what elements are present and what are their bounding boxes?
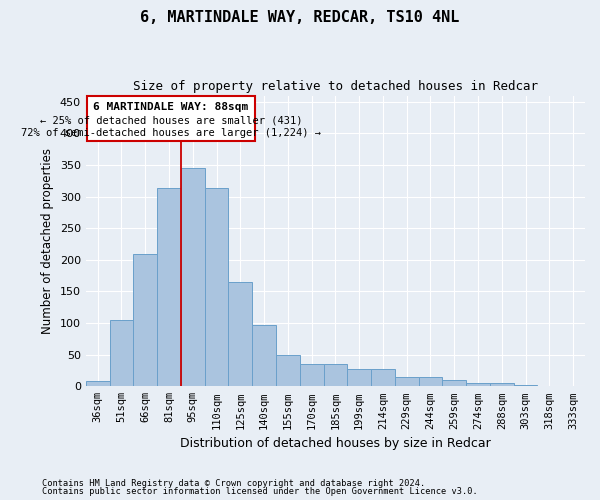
Bar [110,320,133,386]
Bar [419,377,442,386]
X-axis label: Distribution of detached houses by size in Redcar: Distribution of detached houses by size … [180,437,491,450]
Bar [157,188,181,386]
Bar [181,168,205,386]
Bar [514,385,538,386]
Bar [490,383,514,386]
Bar [276,354,300,386]
Bar [395,377,419,386]
Y-axis label: Number of detached properties: Number of detached properties [41,148,54,334]
Bar [323,364,347,386]
Bar [442,380,466,386]
Text: Contains HM Land Registry data © Crown copyright and database right 2024.: Contains HM Land Registry data © Crown c… [42,478,425,488]
Title: Size of property relative to detached houses in Redcar: Size of property relative to detached ho… [133,80,538,93]
Bar [300,364,323,386]
Bar [133,254,157,386]
Text: 72% of semi-detached houses are larger (1,224) →: 72% of semi-detached houses are larger (… [21,128,321,138]
Text: ← 25% of detached houses are smaller (431): ← 25% of detached houses are smaller (43… [40,116,302,126]
Text: Contains public sector information licensed under the Open Government Licence v3: Contains public sector information licen… [42,487,478,496]
Text: 6 MARTINDALE WAY: 88sqm: 6 MARTINDALE WAY: 88sqm [93,102,248,112]
Bar [466,383,490,386]
FancyBboxPatch shape [87,96,254,141]
Bar [371,369,395,386]
Bar [86,381,110,386]
Bar [205,188,229,386]
Bar [229,282,252,387]
Text: 6, MARTINDALE WAY, REDCAR, TS10 4NL: 6, MARTINDALE WAY, REDCAR, TS10 4NL [140,10,460,25]
Bar [252,325,276,386]
Bar [347,369,371,386]
